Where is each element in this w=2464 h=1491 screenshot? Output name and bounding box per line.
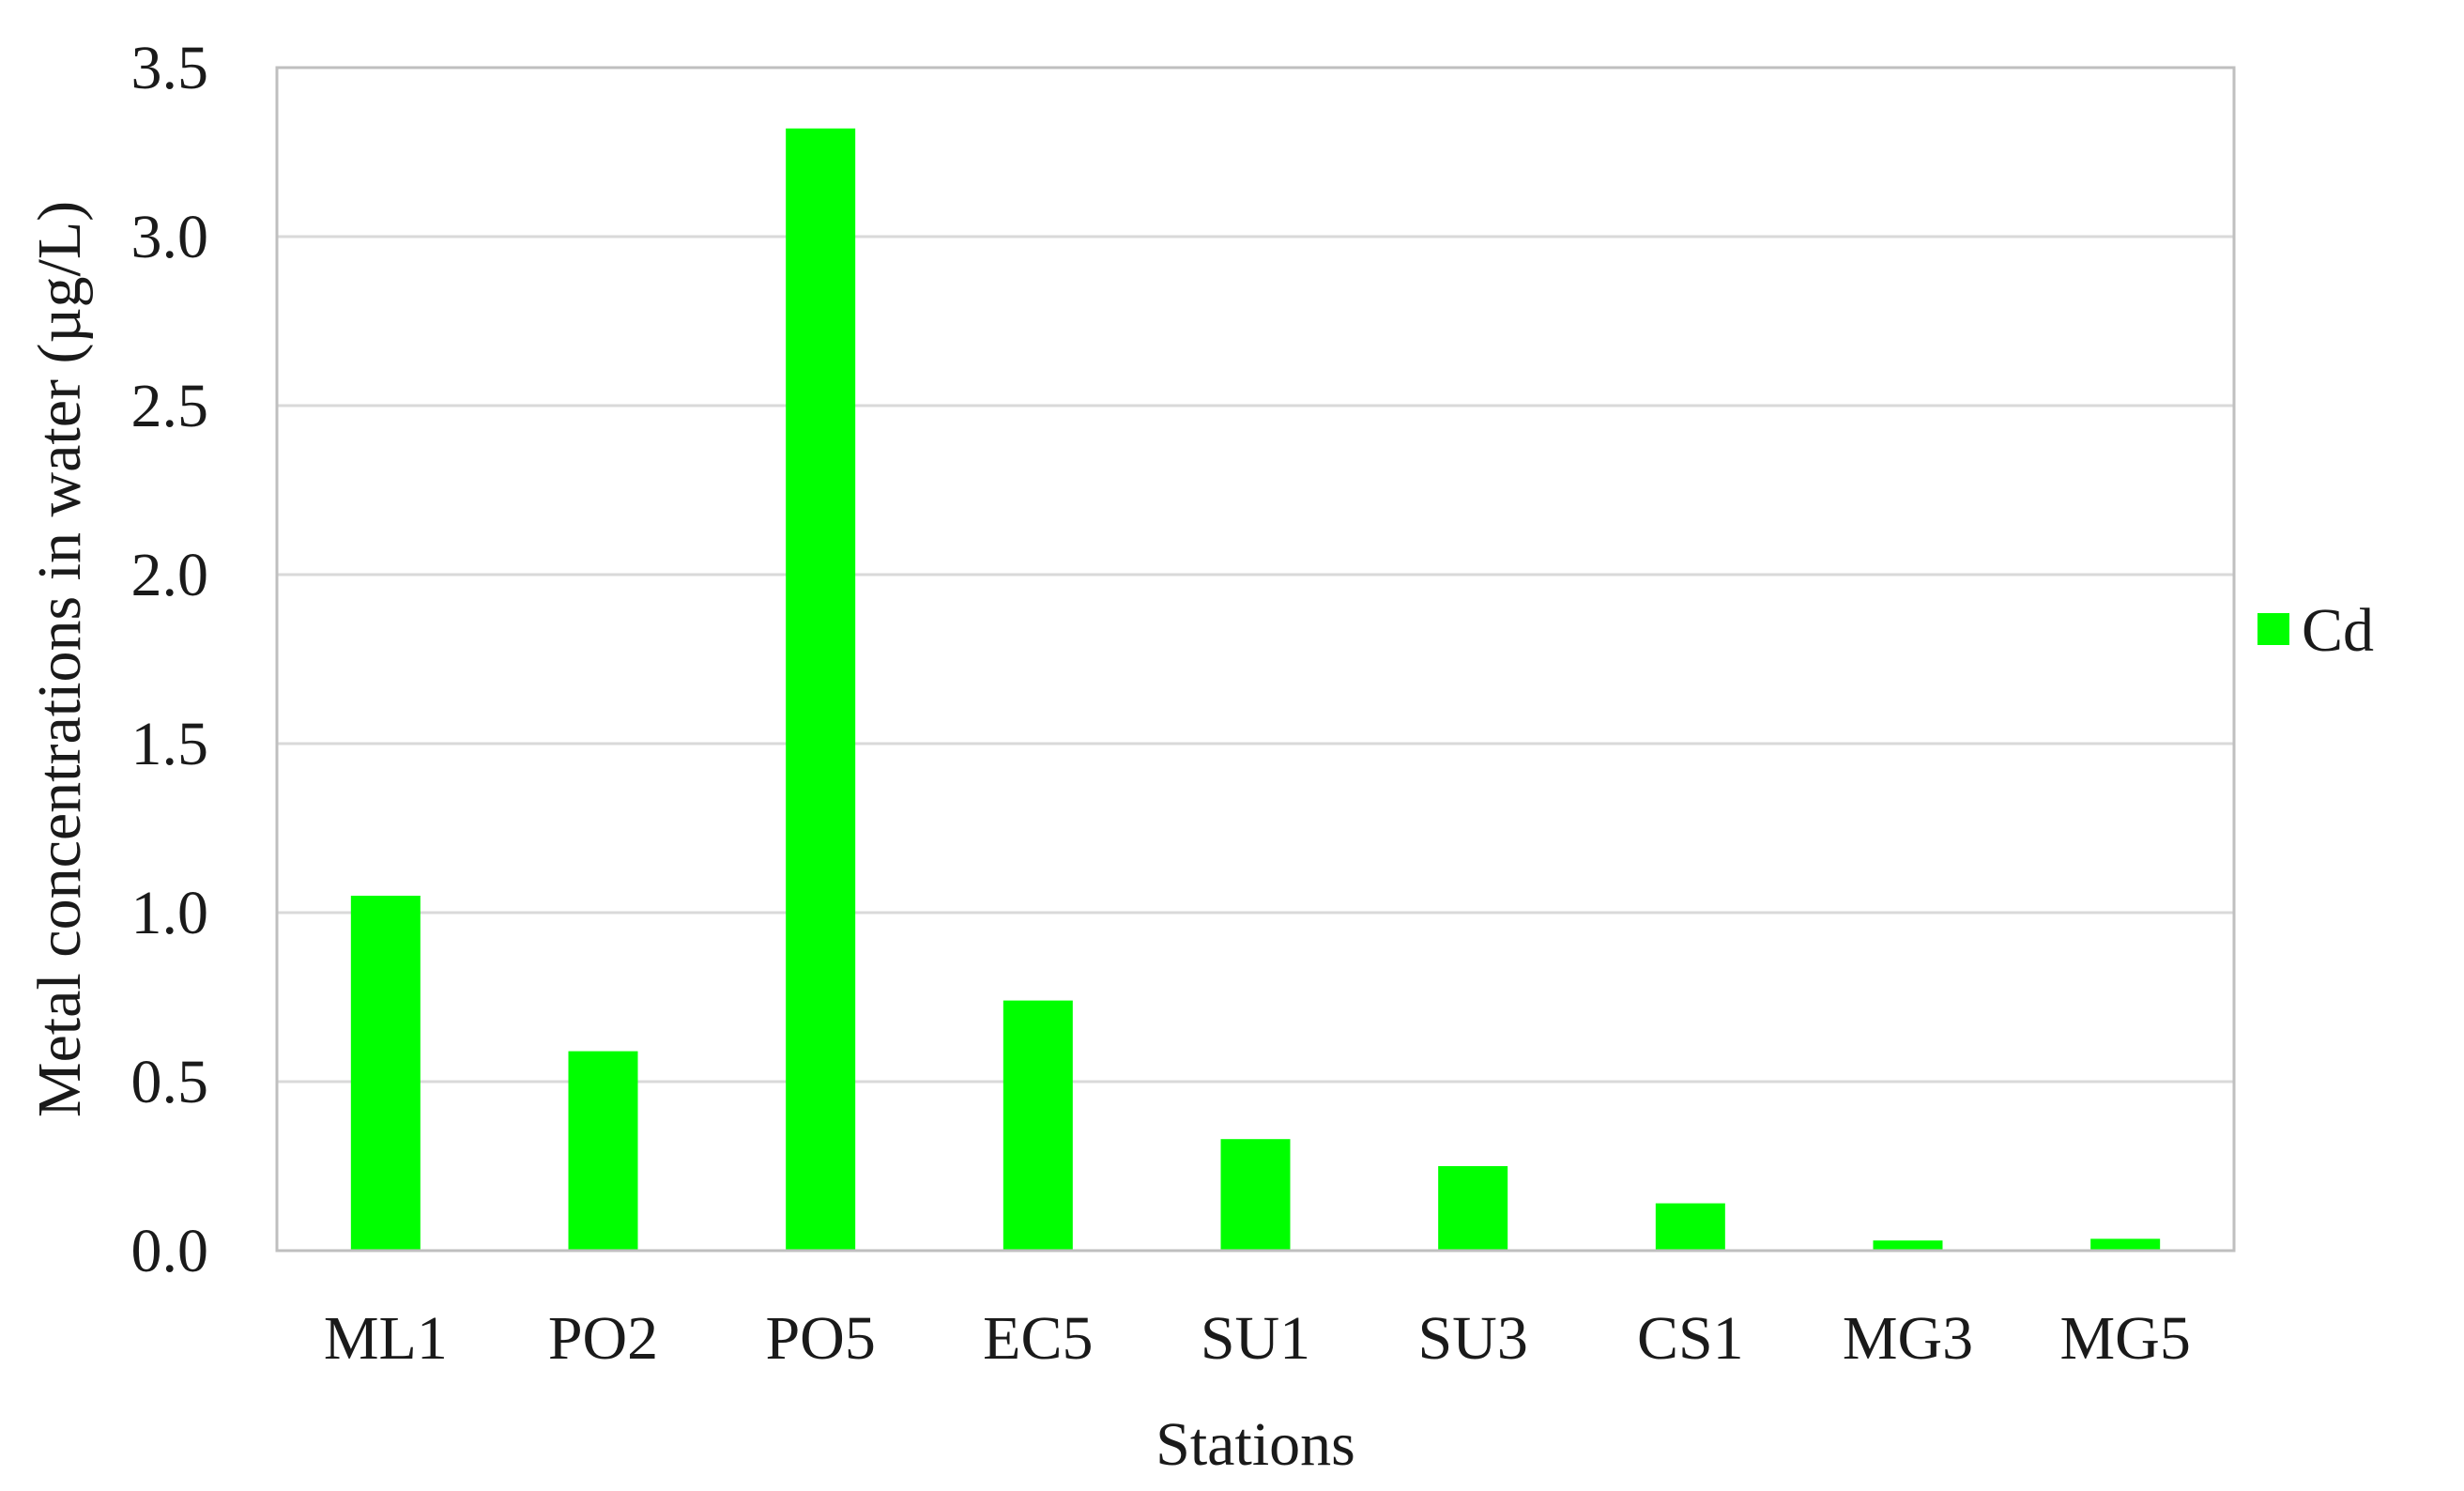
x-tick-label: MG3 (1843, 1304, 1973, 1373)
y-tick-label: 0.0 (131, 1217, 209, 1285)
x-tick-label: EC5 (983, 1304, 1093, 1373)
y-tick-label: 1.0 (131, 879, 209, 947)
bar-mg3 (1873, 1240, 1943, 1251)
x-tick-label: PO2 (548, 1304, 658, 1373)
gridlines (277, 66, 2234, 1084)
x-tick-label: SU1 (1201, 1304, 1310, 1373)
plot-frame (275, 66, 2236, 1253)
x-tick-label: SU3 (1417, 1304, 1527, 1373)
y-tick-label: 2.0 (131, 541, 209, 609)
legend-label-cd: Cd (2302, 596, 2374, 665)
y-tick-labels: 0.0 0.5 1.0 1.5 2.0 2.5 3.0 3.5 (131, 34, 209, 1285)
bar-ec5 (1002, 1000, 1073, 1251)
bar-ml1 (350, 896, 421, 1251)
y-tick-label: 1.5 (131, 710, 209, 778)
bar-su1 (1220, 1139, 1291, 1251)
plot-border (275, 66, 2236, 1253)
x-tick-labels: ML1 PO2 PO5 EC5 SU1 SU3 CS1 MG3 MG5 (324, 1304, 2191, 1373)
legend-swatch-cd (2257, 613, 2289, 645)
y-tick-label: 0.5 (131, 1048, 209, 1116)
x-tick-label: ML1 (324, 1304, 448, 1373)
bar-po5 (786, 128, 856, 1251)
legend: Cd (2257, 596, 2374, 665)
y-axis-title: Metal concentrations in water (µg/L) (25, 201, 94, 1117)
bar-po2 (568, 1051, 638, 1251)
bar-cs1 (1655, 1203, 1725, 1251)
y-tick-label: 3.0 (131, 203, 209, 271)
bars (350, 128, 2161, 1251)
x-tick-label: MG5 (2059, 1304, 2190, 1373)
x-tick-label: PO5 (765, 1304, 875, 1373)
y-tick-label: 2.5 (131, 372, 209, 440)
y-tick-label: 3.5 (131, 34, 209, 102)
x-axis-title: Stations (1155, 1410, 1355, 1479)
x-tick-label: CS1 (1637, 1304, 1744, 1373)
bar-su3 (1438, 1166, 1508, 1251)
bar-mg5 (2090, 1238, 2161, 1251)
